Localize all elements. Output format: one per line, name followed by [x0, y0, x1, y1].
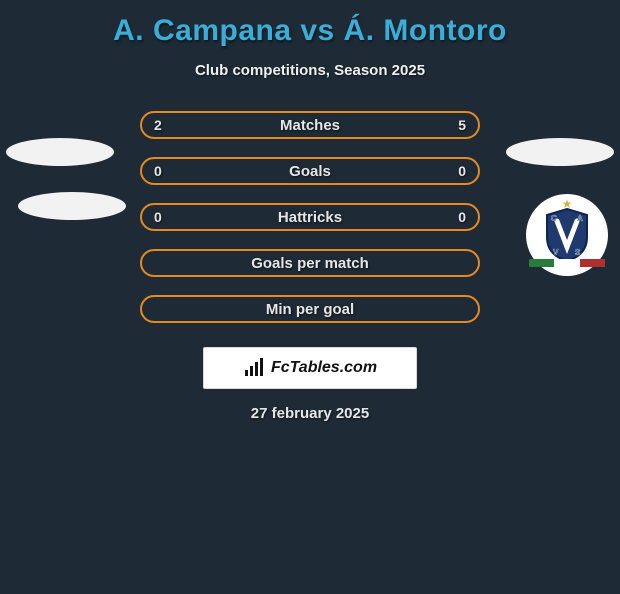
star-icon: ★ — [562, 197, 573, 211]
stat-right-value: 0 — [458, 163, 466, 179]
stat-left-value: 0 — [154, 209, 162, 225]
page-title: A. Campana vs Á. Montoro — [0, 14, 620, 48]
svg-text:C: C — [551, 214, 557, 223]
stat-left-value: 0 — [154, 163, 162, 179]
date-text: 27 february 2025 — [0, 405, 620, 422]
bar-chart-icon — [243, 358, 265, 378]
stat-label: Hattricks — [278, 209, 342, 226]
stat-left-value: 2 — [154, 117, 162, 133]
stat-label: Matches — [280, 117, 340, 134]
shield-icon: ★ C A V S — [543, 207, 591, 263]
subtitle: Club competitions, Season 2025 — [0, 62, 620, 79]
stat-label: Goals per match — [251, 255, 369, 272]
stat-label: Goals — [289, 163, 331, 180]
stat-right-value: 5 — [458, 117, 466, 133]
svg-text:S: S — [575, 248, 581, 257]
stat-row-goals-per-match: Goals per match — [140, 249, 480, 277]
svg-text:A: A — [577, 214, 583, 223]
brand-badge[interactable]: FcTables.com — [203, 347, 417, 389]
stat-row-hattricks: 0 Hattricks 0 — [140, 203, 480, 231]
stat-label: Min per goal — [266, 301, 354, 318]
stat-right-value: 0 — [458, 209, 466, 225]
player-left-photo-placeholder-2 — [18, 192, 126, 220]
player-left-photo-placeholder-1 — [6, 138, 114, 166]
svg-text:V: V — [553, 248, 559, 257]
player-right-photo-placeholder — [506, 138, 614, 166]
club-crest: ★ C A V S — [526, 194, 608, 276]
stat-row-goals: 0 Goals 0 — [140, 157, 480, 185]
stat-row-min-per-goal: Min per goal — [140, 295, 480, 323]
brand-text: FcTables.com — [271, 359, 377, 377]
stat-row-matches: 2 Matches 5 — [140, 111, 480, 139]
flag-stripe-icon — [529, 259, 605, 267]
